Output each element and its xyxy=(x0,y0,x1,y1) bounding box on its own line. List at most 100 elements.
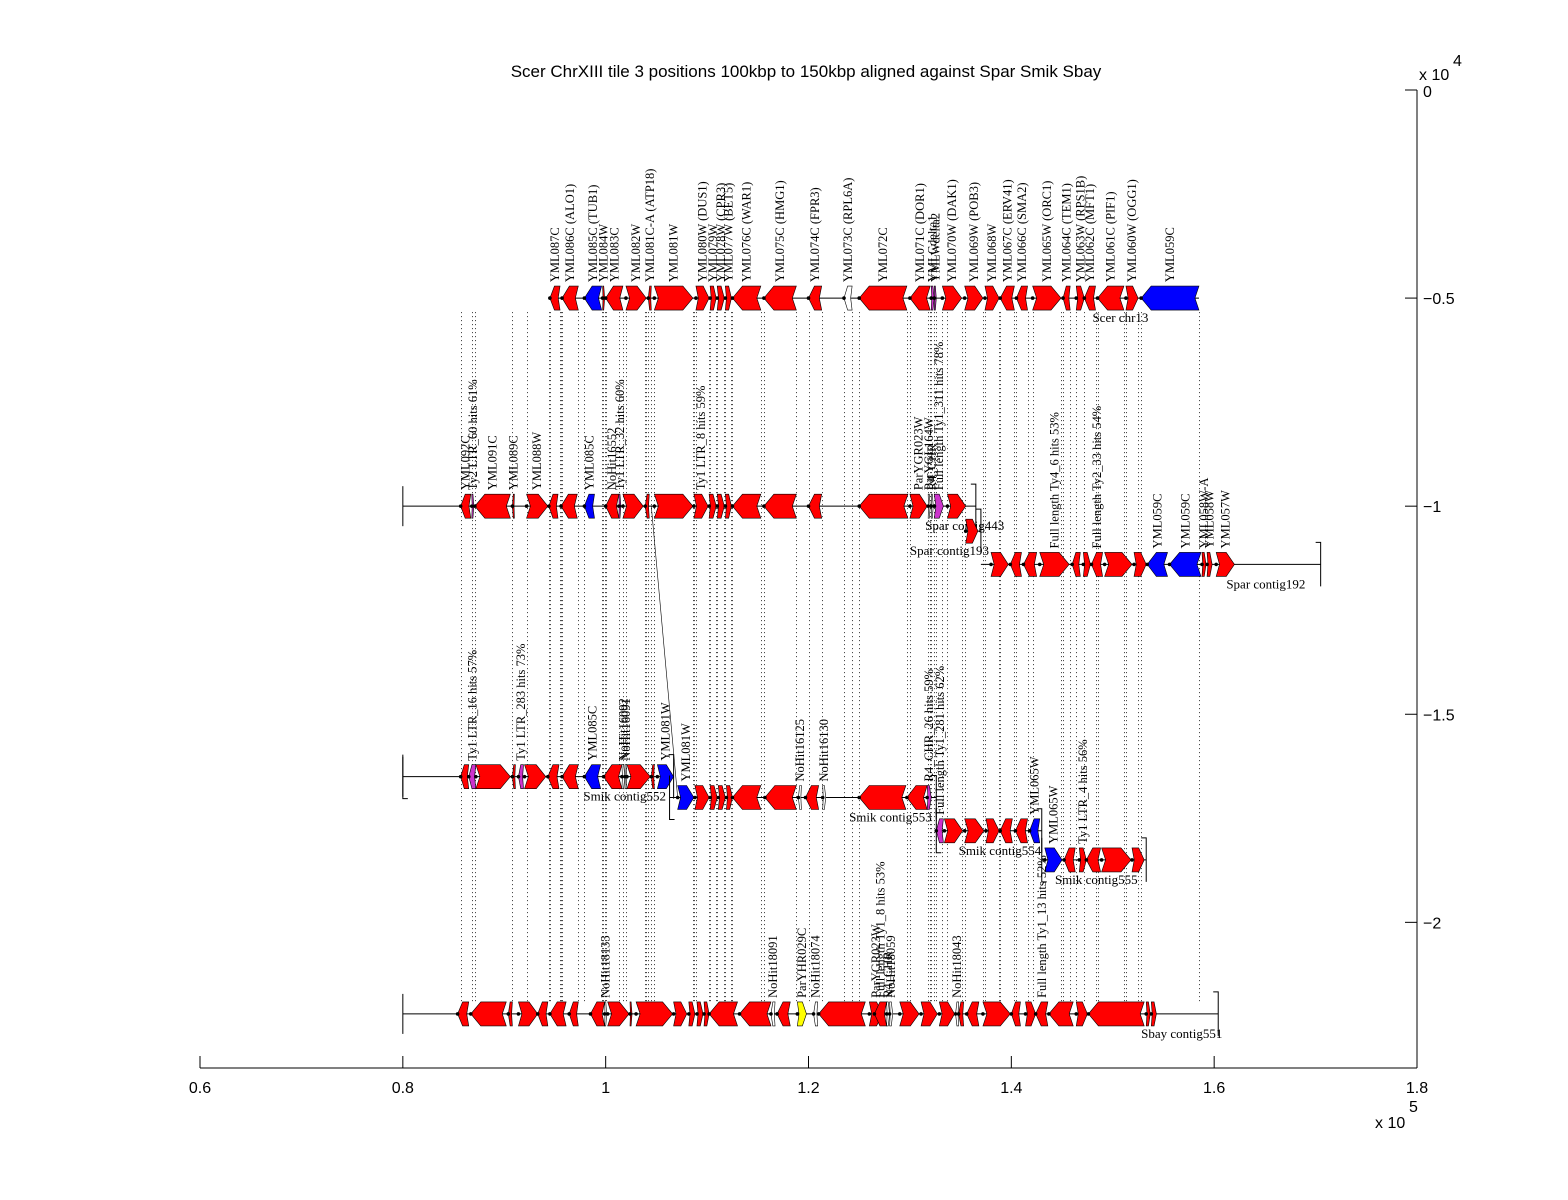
gene-arrow xyxy=(673,1001,688,1027)
gene-junction-dot xyxy=(602,1012,607,1016)
gene-label: NoHit18074 xyxy=(809,935,823,998)
gene-arrow xyxy=(763,285,797,311)
gene-junction-dot xyxy=(905,795,909,800)
gene-arrow xyxy=(843,285,853,311)
gene-junction-dot xyxy=(1009,1012,1014,1016)
contig-start-bracket xyxy=(935,808,942,854)
gene-junction-dot xyxy=(1013,828,1018,833)
gene-junction-dot xyxy=(468,1012,473,1016)
gene-label: Ty1 LTR_4 hits 56% xyxy=(1076,739,1090,844)
gene-junction-dot xyxy=(620,774,624,779)
contig-tracks: YML087C YML086C (ALO1) YML085C (TUB1)YML08… xyxy=(402,169,1322,1041)
gene-label: Full length Ty2_33 hits 54% xyxy=(1090,406,1104,549)
gene-arrow xyxy=(694,785,710,810)
guide-line xyxy=(651,506,678,798)
gene-junction-dot xyxy=(1008,562,1013,567)
contig-track: YML065W Ty1 LTR_4 hits 56% Smik contig555 xyxy=(1041,739,1147,887)
gene-junction-dot xyxy=(897,1012,902,1016)
gene-label: YML082W xyxy=(629,224,643,283)
gene-label: Ty1 LTR_16 hits 57% xyxy=(465,650,479,761)
contig-start-bracket xyxy=(669,775,675,820)
y-tick-label: −1.5 xyxy=(1423,707,1455,724)
gene-junction-dot xyxy=(516,774,521,779)
gene-junction-dot xyxy=(724,795,729,800)
gene-arrow xyxy=(818,1001,866,1027)
gene-junction-dot xyxy=(1124,296,1128,300)
gene-junction-dot xyxy=(692,504,696,508)
gene-arrow xyxy=(1016,285,1028,311)
contig-label: Smik contig554 xyxy=(959,843,1042,858)
ortholog-guide-lines xyxy=(461,312,1200,1002)
gene-junction-dot xyxy=(1021,562,1026,567)
gene-label: YML058W-A xyxy=(1197,478,1211,549)
gene-junction-dot xyxy=(628,1012,632,1016)
gene-arrow xyxy=(909,285,931,311)
gene-arrow xyxy=(1023,552,1038,577)
y-exponent-base: x 10 xyxy=(1419,67,1449,84)
gene-junction-dot xyxy=(932,296,937,300)
gene-junction-dot xyxy=(934,828,939,833)
gene-junction-dot xyxy=(522,774,527,779)
gene-arrow xyxy=(537,1001,549,1027)
contig-end-bracket xyxy=(931,774,937,820)
gene-junction-dot xyxy=(1074,296,1079,300)
gene-label: YML085C (TUB1) xyxy=(586,185,600,283)
gene-junction-dot xyxy=(582,504,587,508)
gene-junction-dot xyxy=(1214,562,1218,567)
gene-label: R4_CHR xyxy=(925,443,939,490)
gene-junction-dot xyxy=(1086,1012,1091,1016)
gene-junction-dot xyxy=(715,504,720,508)
gene-junction-dot xyxy=(857,504,862,508)
gene-label: YML061C (PIF1) xyxy=(1104,191,1118,282)
gene-junction-dot xyxy=(687,1012,691,1016)
gene-arrow xyxy=(935,818,944,844)
contig-end-bracket xyxy=(1213,991,1219,1036)
gene-arrow xyxy=(644,493,650,519)
gene-junction-dot xyxy=(981,1012,985,1016)
gene-junction-dot xyxy=(560,296,564,300)
x-tick-label: 1.2 xyxy=(797,1080,819,1097)
gene-arrow xyxy=(605,285,624,311)
gene-junction-dot xyxy=(675,795,680,800)
gene-junction-dot xyxy=(763,795,767,800)
gene-junction-dot xyxy=(925,795,929,800)
gene-junction-dot xyxy=(984,828,988,833)
gene-label: YML062C (MFT1) xyxy=(1083,184,1097,282)
gene-label: YML068W xyxy=(985,224,999,283)
gene-arrow xyxy=(965,518,979,544)
gene-junction-dot xyxy=(560,774,564,779)
gene-arrow xyxy=(1104,552,1133,577)
contig-track: YML081W NoHit16125 NoHit16130 R4_CHR_26 hit… xyxy=(669,669,937,824)
contig-label: Spar contig443 xyxy=(925,518,1004,533)
gene-label: YML057W xyxy=(1218,490,1232,549)
gene-label: YML071C (DOR1) xyxy=(913,183,927,282)
gene-junction-dot xyxy=(625,774,629,779)
gene-arrow xyxy=(548,493,559,519)
gene-arrow xyxy=(590,1001,606,1027)
gene-junction-dot xyxy=(510,504,515,508)
gene-arrow xyxy=(1011,1001,1021,1027)
gene-arrow xyxy=(1088,1001,1145,1027)
gene-label: ParYGR023W xyxy=(869,924,883,998)
gene-label: R4_CHR xyxy=(881,951,895,998)
gene-arrow xyxy=(708,1001,738,1027)
gene-junction-dot xyxy=(458,504,463,508)
y-tick-label: −2 xyxy=(1423,915,1441,932)
gene-junction-dot xyxy=(730,504,735,508)
gene-label: YML065W xyxy=(1046,785,1060,844)
gene-junction-dot xyxy=(646,296,651,300)
gene-label: YML074C (FPR3) xyxy=(808,187,822,282)
gene-arrow xyxy=(732,785,762,810)
gene-arrow xyxy=(1215,552,1235,577)
gene-arrow xyxy=(1131,847,1145,873)
gene-junction-dot xyxy=(655,774,660,779)
gene-arrow xyxy=(460,493,472,519)
gene-arrow xyxy=(1125,285,1139,311)
gene-label: ParYHR029C xyxy=(795,928,809,998)
gene-junction-dot xyxy=(730,795,735,800)
gene-junction-dot xyxy=(634,1012,638,1016)
gene-junction-dot xyxy=(603,296,608,300)
gene-arrow xyxy=(808,493,823,519)
y-tick-label: 0 xyxy=(1423,84,1432,101)
